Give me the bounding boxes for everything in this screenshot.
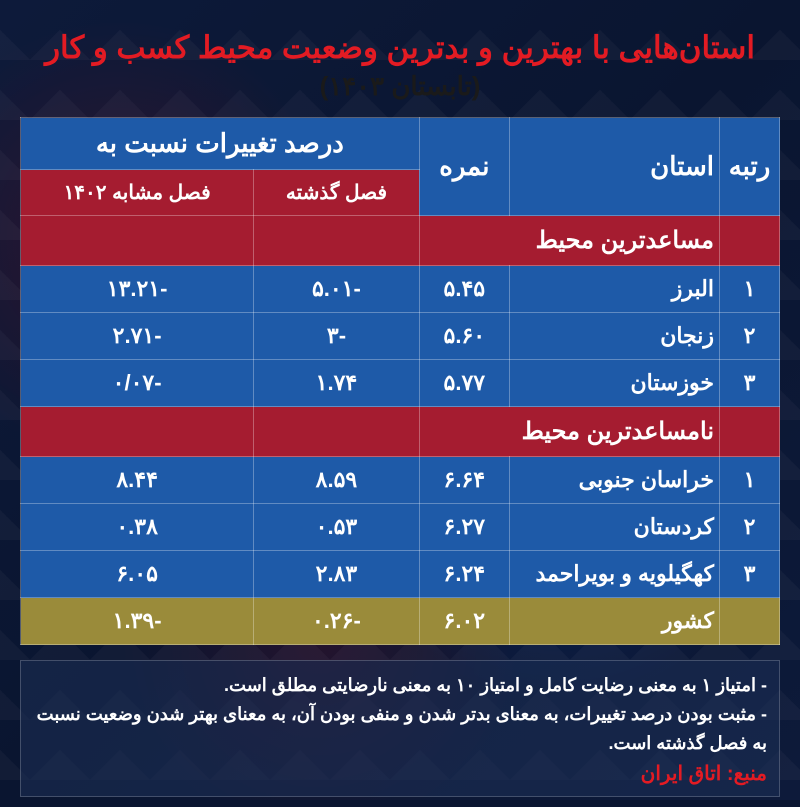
cell-province: زنجان — [510, 313, 720, 360]
cell-score: ۶.۲۷ — [419, 504, 509, 551]
cell-score: ۵.۴۵ — [419, 266, 509, 313]
col-prev-quarter: فصل گذشته — [254, 170, 419, 216]
subtitle: (تابستان ۱۴۰۳) — [20, 71, 780, 102]
country-score: ۶.۰۲ — [419, 598, 509, 645]
cell-chg-year: ۶.۰۵ — [21, 551, 254, 598]
country-row: کشور ۶.۰۲ -۰.۲۶ -۱.۳۹ — [21, 598, 780, 645]
col-score: نمره — [419, 118, 509, 216]
cell-score: ۵.۷۷ — [419, 360, 509, 407]
cell-province: خوزستان — [510, 360, 720, 407]
country-chg-year: -۱.۳۹ — [21, 598, 254, 645]
cell-score: ۵.۶۰ — [419, 313, 509, 360]
country-label: کشور — [510, 598, 720, 645]
table-row: ۲ کردستان ۶.۲۷ ۰.۵۳ ۰.۳۸ — [21, 504, 780, 551]
section-worst: نامساعدترین محیط — [21, 407, 780, 457]
cell-rank: ۱ — [720, 457, 780, 504]
cell-chg-prev: -۵.۰۱ — [254, 266, 419, 313]
section-best: مساعدترین محیط — [21, 216, 780, 266]
country-chg-prev: -۰.۲۶ — [254, 598, 419, 645]
cell-chg-prev: ۲.۸۳ — [254, 551, 419, 598]
source-text: منبع: اتاق ایران — [33, 761, 767, 786]
cell-rank: ۳ — [720, 551, 780, 598]
cell-score: ۶.۲۴ — [419, 551, 509, 598]
cell-chg-year: -۲.۷۱ — [21, 313, 254, 360]
cell-rank: ۲ — [720, 504, 780, 551]
table-row: ۳ کهگیلویه و بویراحمد ۶.۲۴ ۲.۸۳ ۶.۰۵ — [21, 551, 780, 598]
table-row: ۲ زنجان ۵.۶۰ -۳ -۲.۷۱ — [21, 313, 780, 360]
cell-chg-year: ۸.۴۴ — [21, 457, 254, 504]
cell-rank: ۱ — [720, 266, 780, 313]
cell-province: کهگیلویه و بویراحمد — [510, 551, 720, 598]
cell-chg-prev: ۰.۵۳ — [254, 504, 419, 551]
section-worst-label: نامساعدترین محیط — [419, 407, 719, 457]
cell-province: البرز — [510, 266, 720, 313]
table-row: ۳ خوزستان ۵.۷۷ ۱.۷۴ -۰/۰۷ — [21, 360, 780, 407]
cell-rank: ۳ — [720, 360, 780, 407]
cell-chg-prev: ۸.۵۹ — [254, 457, 419, 504]
table-row: ۱ خراسان جنوبی ۶.۶۴ ۸.۵۹ ۸.۴۴ — [21, 457, 780, 504]
cell-score: ۶.۶۴ — [419, 457, 509, 504]
cell-rank: ۲ — [720, 313, 780, 360]
cell-chg-year: -۰/۰۷ — [21, 360, 254, 407]
cell-chg-year: -۱۳.۲۱ — [21, 266, 254, 313]
col-province: استان — [510, 118, 720, 216]
cell-chg-year: ۰.۳۸ — [21, 504, 254, 551]
main-title: استان‌هایی با بهترین و بدترین وضعیت محیط… — [20, 30, 780, 66]
col-rank: رتبه — [720, 118, 780, 216]
note-line-1: - امتیاز ۱ به معنی رضایت کامل و امتیاز ۱… — [33, 671, 767, 700]
table-header-row: رتبه استان نمره درصد تغییرات نسبت به — [21, 118, 780, 170]
cell-province: کردستان — [510, 504, 720, 551]
note-line-2: - مثبت بودن درصد تغییرات، به معنای بدتر … — [33, 700, 767, 758]
col-prev-year: فصل مشابه ۱۴۰۲ — [21, 170, 254, 216]
ranking-table: رتبه استان نمره درصد تغییرات نسبت به فصل… — [20, 117, 780, 645]
notes-box: - امتیاز ۱ به معنی رضایت کامل و امتیاز ۱… — [20, 660, 780, 797]
col-change: درصد تغییرات نسبت به — [21, 118, 420, 170]
section-best-label: مساعدترین محیط — [419, 216, 719, 266]
table-row: ۱ البرز ۵.۴۵ -۵.۰۱ -۱۳.۲۱ — [21, 266, 780, 313]
cell-chg-prev: -۳ — [254, 313, 419, 360]
cell-chg-prev: ۱.۷۴ — [254, 360, 419, 407]
cell-province: خراسان جنوبی — [510, 457, 720, 504]
